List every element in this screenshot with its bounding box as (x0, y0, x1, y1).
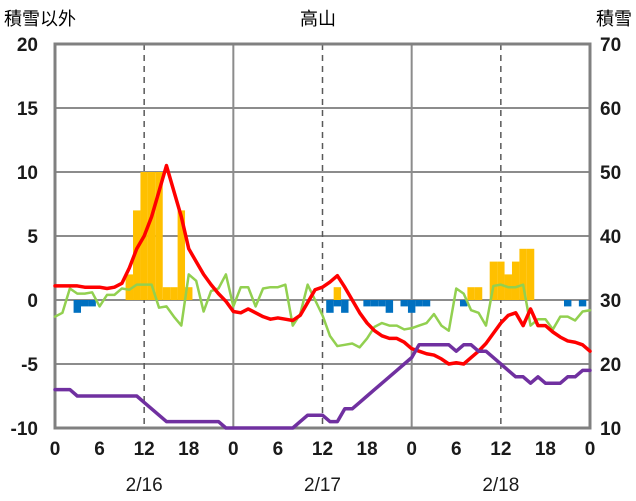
left-axis-title: 積雪以外 (4, 9, 76, 30)
bar-series (73, 172, 587, 313)
plot-frame (53, 42, 592, 430)
series-2-bar (370, 300, 379, 307)
y-left-tick-label: 5 (27, 227, 38, 248)
series-1-bar (467, 287, 475, 300)
x-tick-label: 6 (94, 439, 105, 460)
series-2-bar (378, 300, 386, 307)
y-left-tick-label: -10 (11, 419, 38, 440)
y-right-tick-label: 10 (600, 419, 621, 440)
y-right-tick-label: 30 (600, 291, 621, 312)
series-2-bar (385, 300, 394, 313)
series-1-bar (526, 248, 535, 300)
series-5-line (53, 343, 592, 430)
y-right-tick-label: 20 (600, 355, 621, 376)
right-axis-ticks: 70 60 50 40 30 20 10 (600, 35, 621, 440)
x-tick-label: 0 (228, 439, 239, 460)
y-right-tick-label: 50 (600, 163, 621, 184)
series-3-line (53, 273, 592, 349)
chart-title: 高山 (300, 9, 336, 30)
x-tick-label: 12 (490, 439, 511, 460)
y-left-tick-label: 0 (27, 291, 38, 312)
series-1-bar (511, 261, 520, 300)
series-2-bar (407, 300, 416, 313)
series-2-bar (422, 300, 431, 307)
x-tick-label: 12 (134, 439, 155, 460)
y-left-tick-label: -5 (21, 355, 38, 376)
y-right-tick-label: 70 (600, 35, 621, 56)
series-2-bar (563, 300, 572, 307)
series-1-bar (333, 287, 342, 300)
series-1-bar (147, 172, 156, 300)
date-label: 2/18 (482, 475, 519, 496)
series-1-bar (474, 287, 483, 300)
series-1-bar (497, 261, 505, 300)
y-right-tick-label: 60 (600, 99, 621, 120)
x-tick-label: 18 (178, 439, 199, 460)
line-series (53, 163, 592, 430)
series-2-bar (73, 300, 82, 313)
series-2-bar (578, 300, 587, 307)
series-4-line (53, 163, 592, 366)
series-1-bar (162, 287, 171, 300)
y-left-tick-label: 10 (17, 163, 38, 184)
series-1-bar (185, 287, 193, 300)
series-2-bar (333, 300, 342, 307)
series-1-bar (170, 287, 178, 300)
date-labels: 2/16 2/17 2/18 (126, 475, 520, 496)
series-2-bar (81, 300, 89, 307)
series-2-bar (459, 300, 468, 307)
x-tick-label: 0 (50, 439, 61, 460)
x-tick-label: 0 (585, 439, 596, 460)
series-1-bar (177, 210, 186, 300)
series-2-bar (88, 300, 96, 307)
series-1-bar (133, 210, 141, 300)
series-2-bar (415, 300, 423, 307)
x-axis-ticks: 0 6 12 18 0 6 12 18 0 6 12 18 0 (50, 439, 596, 460)
series-2-bar (400, 300, 408, 307)
series-2-bar (363, 300, 371, 307)
date-label: 2/16 (126, 475, 163, 496)
series-1-bar (155, 172, 163, 300)
series-1-bar (489, 261, 498, 300)
x-tick-label: 18 (357, 439, 378, 460)
series-1-bar (519, 248, 527, 300)
y-left-tick-label: 20 (17, 35, 38, 56)
x-tick-label: 6 (273, 439, 284, 460)
date-label: 2/17 (304, 475, 341, 496)
x-tick-label: 18 (535, 439, 556, 460)
x-tick-label: 12 (312, 439, 333, 460)
x-tick-label: 0 (406, 439, 417, 460)
left-axis-ticks: 20 15 10 5 0 -5 -10 (11, 35, 39, 440)
y-right-tick-label: 40 (600, 227, 621, 248)
series-2-bar (326, 300, 334, 313)
right-axis-title: 積雪 (596, 9, 632, 30)
series-1-bar (125, 274, 134, 300)
series-2-bar (341, 300, 349, 313)
y-left-tick-label: 15 (17, 99, 39, 120)
x-tick-label: 6 (451, 439, 462, 460)
